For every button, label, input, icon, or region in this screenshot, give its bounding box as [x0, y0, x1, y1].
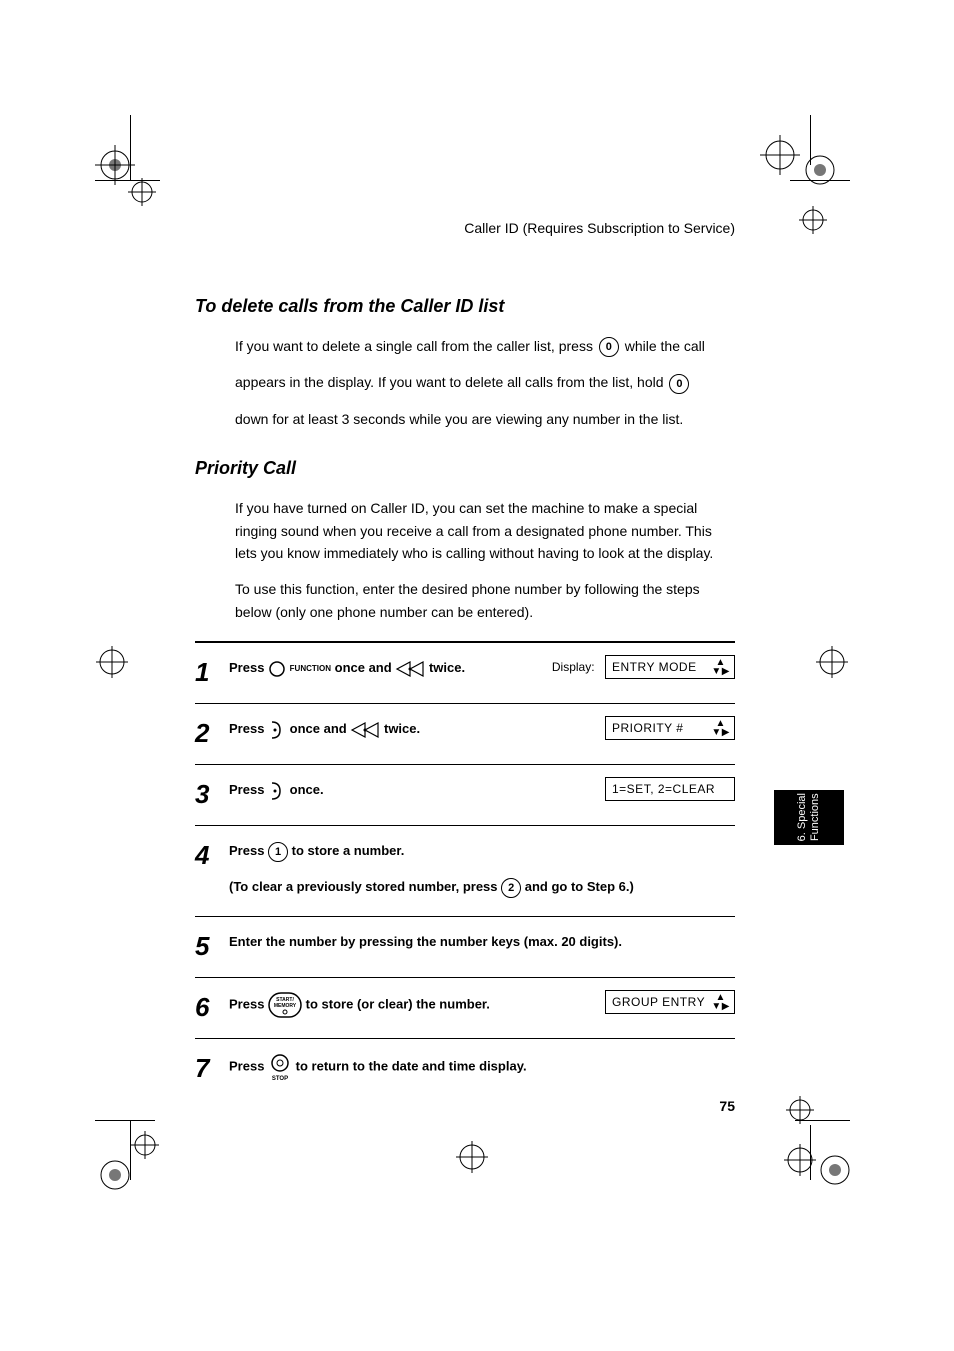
step-row: 6 Press START/ MEMORY to store (or clear… [195, 978, 735, 1039]
lcd-arrows-icon: ▲▼▶ [711, 993, 730, 1011]
reg-mark-icon [810, 640, 860, 690]
text-fragment: (To clear a previously stored number, pr… [229, 879, 501, 894]
display-label: Display: [552, 660, 595, 674]
reg-mark-icon [770, 1090, 860, 1190]
steps-list: 1 Press FUNCTION once and twice. Display… [195, 641, 735, 1099]
svg-text:MEMORY: MEMORY [274, 1003, 297, 1009]
page-content: Caller ID (Requires Subscription to Serv… [195, 220, 735, 1099]
reg-mark-icon [90, 1115, 180, 1205]
text-fragment: appears in the display. If you want to d… [235, 374, 667, 390]
step-row: 7 Press STOP to return to the date and t… [195, 1039, 735, 1099]
crop-line [810, 115, 811, 165]
step-row: 5 Enter the number by pressing the numbe… [195, 917, 735, 978]
step-number: 6 [195, 992, 229, 1020]
step-number: 4 [195, 840, 229, 868]
step-number: 1 [195, 657, 229, 685]
tab-line1: 6. Special [796, 793, 808, 841]
step-row: 3 Press once. 1=SET, 2=CLEAR [195, 765, 735, 826]
text-fragment: twice. [384, 721, 420, 736]
text-fragment: If you want to delete a single call from… [235, 338, 597, 354]
body-text: If you have turned on Caller ID, you can… [235, 497, 735, 564]
section-title-priority: Priority Call [195, 458, 735, 479]
text-fragment: Press [229, 721, 268, 736]
key-2-icon: 2 [501, 878, 521, 898]
lcd-text: ENTRY MODE [612, 660, 697, 674]
key-1-icon: 1 [268, 842, 288, 862]
crop-line [810, 1125, 811, 1180]
lcd-display: GROUP ENTRY ▲▼▶ [605, 990, 735, 1014]
body-text: down for at least 3 seconds while you ar… [235, 408, 735, 430]
crop-line [95, 1120, 155, 1121]
step-display: PRIORITY # ▲▼▶ [605, 716, 735, 740]
text-fragment: once and [335, 660, 396, 675]
step-row: 2 Press once and twice. PRIORITY # ▲▼▶ [195, 704, 735, 765]
text-fragment: once and [290, 721, 351, 736]
arrow-key-icon [350, 721, 380, 739]
text-fragment: Press [229, 1059, 268, 1074]
text-fragment: Press [229, 660, 268, 675]
enter-key-icon [268, 719, 286, 741]
key-0-icon: 0 [599, 337, 619, 357]
text-fragment: to store (or clear) the number. [306, 997, 490, 1012]
reg-mark-icon [450, 1135, 500, 1185]
crop-line [790, 180, 850, 181]
step-display: Display: ENTRY MODE ▲▼▶ [552, 655, 735, 679]
lcd-text: PRIORITY # [612, 721, 683, 735]
body-text: appears in the display. If you want to d… [235, 371, 735, 393]
arrow-key-icon [395, 660, 425, 678]
body-text: If you want to delete a single call from… [235, 335, 735, 357]
crop-line [795, 1120, 850, 1121]
crop-line [130, 1120, 131, 1180]
step-row: 4 Press 1 to store a number. (To clear a… [195, 826, 735, 917]
reg-mark-icon [793, 200, 833, 240]
lcd-display: ENTRY MODE ▲▼▶ [605, 655, 735, 679]
section-title-delete: To delete calls from the Caller ID list [195, 296, 735, 317]
reg-mark-icon [90, 140, 160, 210]
lcd-arrows-icon: ▲▼▶ [711, 719, 730, 737]
body-text: To use this function, enter the desired … [235, 578, 735, 623]
lcd-text: 1=SET, 2=CLEAR [612, 782, 715, 796]
step-display: 1=SET, 2=CLEAR [605, 777, 735, 801]
text-fragment: once. [290, 782, 324, 797]
key-0-icon: 0 [669, 374, 689, 394]
tab-line2: Functions [809, 794, 821, 842]
lcd-text: GROUP ENTRY [612, 995, 705, 1009]
running-head: Caller ID (Requires Subscription to Serv… [195, 220, 735, 236]
step-number: 7 [195, 1053, 229, 1081]
svg-text:STOP: STOP [272, 1076, 288, 1081]
text-fragment: Press [229, 843, 268, 858]
step-content: Enter the number by pressing the number … [229, 931, 735, 953]
lcd-display: 1=SET, 2=CLEAR [605, 777, 735, 801]
stop-key-icon: STOP [268, 1053, 292, 1081]
function-key-icon [268, 660, 286, 678]
step-content: Press STOP to return to the date and tim… [229, 1053, 735, 1081]
lcd-display: PRIORITY # ▲▼▶ [605, 716, 735, 740]
step-number: 3 [195, 779, 229, 807]
enter-key-icon [268, 780, 286, 802]
function-label: FUNCTION [290, 664, 331, 673]
step-row: 1 Press FUNCTION once and twice. Display… [195, 643, 735, 704]
text-fragment: Press [229, 997, 268, 1012]
text-fragment: to return to the date and time display. [296, 1059, 527, 1074]
step-number: 2 [195, 718, 229, 746]
step-number: 5 [195, 931, 229, 959]
text-fragment: to store a number. [292, 843, 405, 858]
step-display: GROUP ENTRY ▲▼▶ [605, 990, 735, 1014]
page-number: 75 [719, 1098, 735, 1114]
text-fragment: Press [229, 782, 268, 797]
reg-mark-icon [90, 640, 140, 690]
text-fragment: twice. [429, 660, 465, 675]
crop-line [95, 180, 160, 181]
chapter-tab: 6. Special Functions [774, 790, 844, 845]
step-subtext: (To clear a previously stored number, pr… [229, 876, 735, 898]
step-content: Press 1 to store a number. (To clear a p… [229, 840, 735, 898]
text-fragment: while the call [625, 338, 705, 354]
lcd-arrows-icon: ▲▼▶ [711, 658, 730, 676]
start-memory-key-icon: START/ MEMORY [268, 992, 302, 1018]
crop-line [130, 115, 131, 180]
text-fragment: and go to Step 6.) [525, 879, 634, 894]
